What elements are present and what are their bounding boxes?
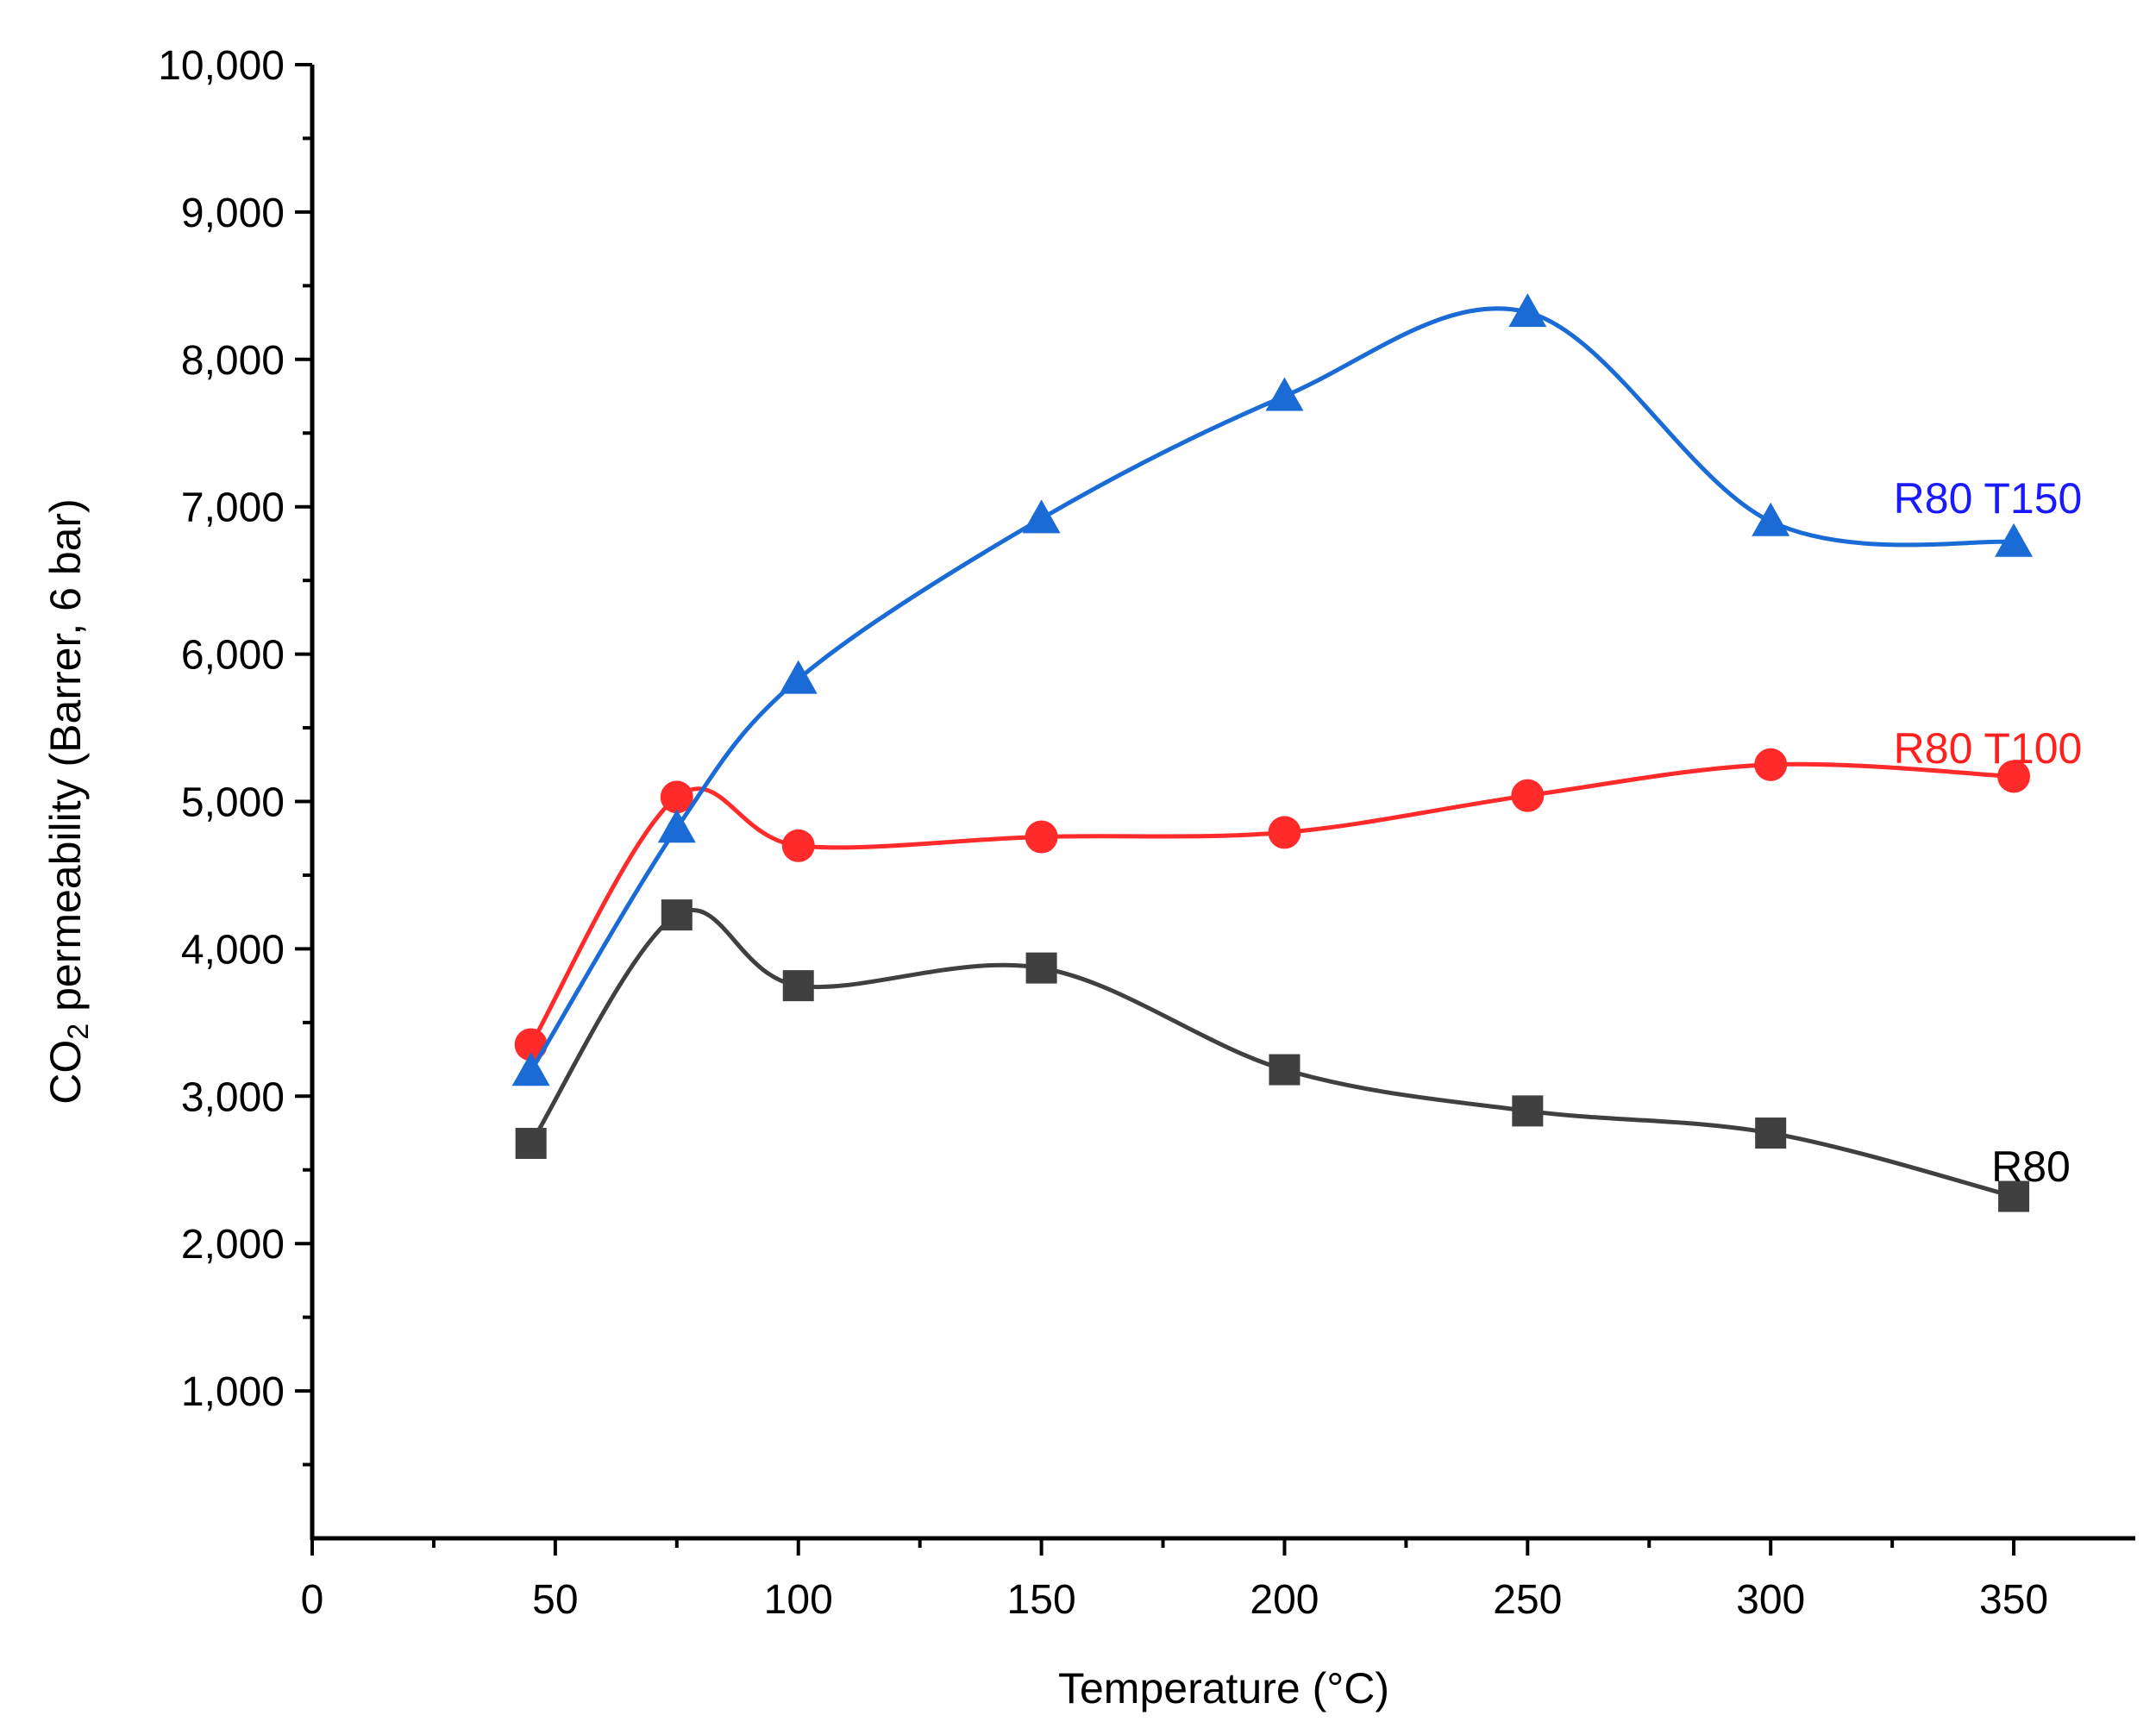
data-point-triangle <box>1508 293 1547 328</box>
data-point-square <box>515 1127 547 1159</box>
data-point-triangle <box>657 809 696 843</box>
data-point-circle <box>781 829 815 862</box>
data-point-circle <box>1268 816 1301 849</box>
data-point-circle <box>660 780 693 814</box>
data-point-circle <box>1754 748 1788 781</box>
y-axis-title-suffix: permeability (Barrer, 6 bar) <box>41 498 90 1024</box>
data-point-circle <box>1025 820 1058 854</box>
x-tick-label: 0 <box>301 1577 324 1623</box>
data-point-circle <box>1997 760 2031 793</box>
series-label-r80-t100: R80 T100 <box>1894 724 2083 773</box>
data-point-square <box>1998 1180 2030 1212</box>
y-tick-label: 5,000 <box>181 780 285 826</box>
y-axis-title: CO2 permeability (Barrer, 6 bar) <box>41 498 95 1104</box>
y-tick-label: 6,000 <box>181 633 285 679</box>
series-label-r80-t150: R80 T150 <box>1894 474 2083 523</box>
data-point-square <box>661 899 693 931</box>
x-axis-title: Temperature (°C) <box>1058 1664 1389 1712</box>
x-tick-label: 100 <box>764 1577 833 1623</box>
series-label-r80: R80 <box>1991 1143 2071 1191</box>
y-tick-label: 7,000 <box>181 485 285 531</box>
y-tick-label: 9,000 <box>181 191 285 236</box>
series-r80-t150 <box>511 293 2034 1086</box>
series-r80 <box>515 899 2030 1212</box>
data-point-triangle <box>1995 523 2034 557</box>
x-tick-label: 250 <box>1493 1577 1562 1623</box>
x-tick-label: 50 <box>532 1577 578 1623</box>
y-tick-label: 4,000 <box>181 927 285 973</box>
data-point-square <box>1512 1095 1544 1127</box>
series-label-layer: R80 R80 T100 R80 T150 <box>1894 474 2083 1191</box>
x-axis-ticks: 0 50 100 150 200 250 300 350 <box>301 1538 2048 1623</box>
series-layer <box>511 293 2034 1212</box>
x-tick-label: 150 <box>1007 1577 1076 1623</box>
data-point-square <box>1755 1118 1787 1149</box>
data-point-triangle <box>1752 502 1790 536</box>
series-r80-t100 <box>514 748 2031 1061</box>
data-point-circle <box>514 1028 548 1061</box>
y-tick-label: 1,000 <box>181 1369 285 1415</box>
y-tick-label: 2,000 <box>181 1222 285 1268</box>
data-point-triangle <box>511 1052 550 1086</box>
data-point-triangle <box>779 660 818 694</box>
y-axis-ticks: 1,000 2,000 3,000 4,000 5,000 6,000 7,000 8,000… <box>158 43 312 1467</box>
y-axis-title-subscript: 2 <box>62 1024 95 1040</box>
data-point-triangle <box>1022 499 1061 534</box>
x-tick-label: 350 <box>1979 1577 2048 1623</box>
y-tick-label: 8,000 <box>181 338 285 384</box>
data-point-triangle <box>1265 377 1304 411</box>
series-line-r80-t150 <box>529 306 2016 1074</box>
y-axis-title-prefix: CO <box>41 1040 90 1105</box>
x-tick-label: 300 <box>1736 1577 1805 1623</box>
data-point-circle <box>1511 779 1545 812</box>
data-point-square <box>1269 1054 1300 1086</box>
y-tick-label: 3,000 <box>181 1074 285 1120</box>
x-tick-label: 200 <box>1250 1577 1319 1623</box>
data-point-square <box>782 970 814 1002</box>
data-point-square <box>1025 952 1057 984</box>
y-tick-label: 10,000 <box>158 43 285 89</box>
